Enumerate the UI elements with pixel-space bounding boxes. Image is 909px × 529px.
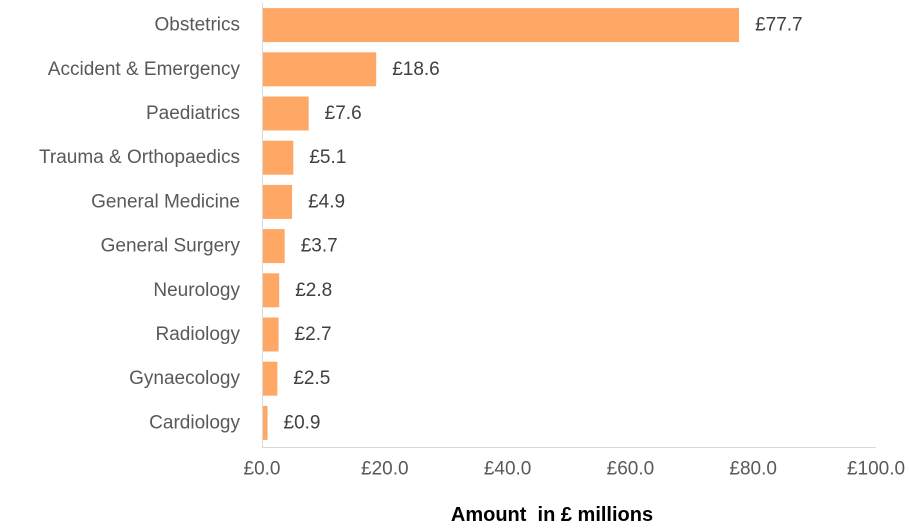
bar-general-medicine: [262, 184, 293, 219]
category-label-general-surgery: General Surgery: [101, 236, 241, 257]
value-label-general-surgery: £3.7: [301, 236, 338, 257]
value-label-gynaecology: £2.5: [293, 368, 330, 389]
category-label-accident-emergency: Accident & Emergency: [48, 59, 241, 80]
value-label-cardiology: £0.9: [284, 412, 321, 433]
value-label-accident-emergency: £18.6: [392, 59, 440, 80]
value-label-general-medicine: £4.9: [308, 191, 345, 212]
x-tick-label: £20.0: [361, 459, 409, 480]
x-tick-label: £100.0: [847, 459, 905, 480]
value-labels: £77.7 £18.6 £7.6 £5.1 £4.9 £3.7 £2.8 £2.7 £2.5 £0…: [284, 15, 803, 434]
x-tick-label: £40.0: [484, 459, 532, 480]
bar-gynaecology: [262, 361, 278, 396]
value-label-obstetrics: £77.7: [755, 15, 803, 36]
value-label-neurology: £2.8: [295, 280, 332, 301]
category-label-paediatrics: Paediatrics: [146, 103, 240, 124]
value-label-radiology: £2.7: [295, 324, 332, 345]
category-label-obstetrics: Obstetrics: [154, 15, 240, 36]
x-tick-label: £80.0: [729, 459, 777, 480]
category-label-radiology: Radiology: [156, 324, 241, 345]
category-labels: Obstetrics Accident & Emergency Paediatric…: [39, 15, 240, 434]
bar-radiology: [262, 317, 279, 352]
bar-cardiology: [262, 405, 268, 440]
category-label-general-medicine: General Medicine: [91, 191, 240, 212]
bars-group: [262, 8, 740, 440]
bar-obstetrics: [262, 8, 740, 43]
bar-neurology: [262, 273, 280, 308]
bar-general-surgery: [262, 229, 285, 264]
category-label-trauma-orthopaedics: Trauma & Orthopaedics: [39, 147, 240, 168]
x-tick-labels: £0.0 £20.0 £40.0 £60.0 £80.0 £100.0: [244, 459, 906, 480]
value-label-trauma-orthopaedics: £5.1: [309, 147, 346, 168]
bar-paediatrics: [262, 96, 309, 131]
category-label-cardiology: Cardiology: [149, 412, 240, 433]
bar-accident-emergency: [262, 52, 377, 87]
x-axis-title: Amount in £ millions: [451, 504, 653, 526]
value-label-paediatrics: £7.6: [325, 103, 362, 124]
bar-trauma-orthopaedics: [262, 140, 294, 175]
x-tick-label: £0.0: [244, 459, 281, 480]
category-label-gynaecology: Gynaecology: [129, 368, 240, 389]
x-tick-label: £60.0: [607, 459, 655, 480]
category-label-neurology: Neurology: [153, 280, 240, 301]
